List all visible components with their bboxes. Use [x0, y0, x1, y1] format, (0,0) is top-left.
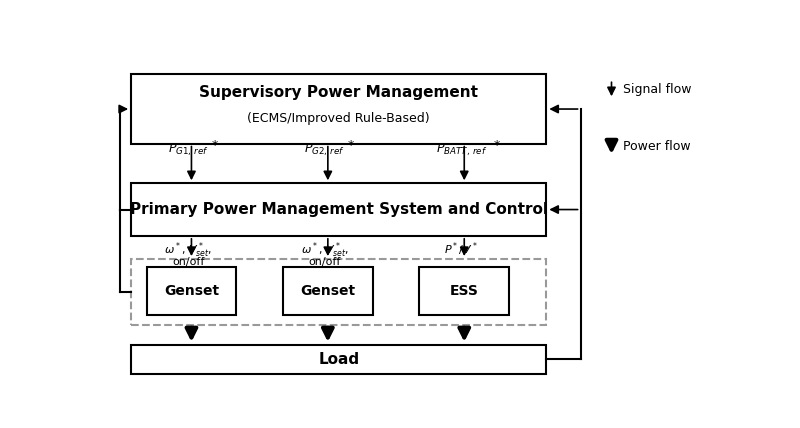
Text: Load: Load: [318, 352, 359, 367]
FancyBboxPatch shape: [131, 183, 546, 236]
Text: $P_{G1,\,ref}$: $P_{G1,\,ref}$: [168, 142, 209, 158]
Text: $P_{BATT,\,ref}$: $P_{BATT,\,ref}$: [435, 142, 486, 158]
Text: Power flow: Power flow: [622, 140, 690, 153]
Text: $\omega^*$, $V_{set}^*$,: $\omega^*$, $V_{set}^*$,: [301, 241, 349, 261]
Text: Genset: Genset: [300, 284, 355, 298]
Text: $*$: $*$: [347, 137, 355, 150]
Text: (ECMS/Improved Rule-Based): (ECMS/Improved Rule-Based): [247, 113, 430, 125]
FancyBboxPatch shape: [283, 267, 373, 315]
Text: $P_{G2,\,ref}$: $P_{G2,\,ref}$: [304, 142, 346, 158]
Text: Primary Power Management System and Control: Primary Power Management System and Cont…: [130, 202, 548, 217]
Text: on/off: on/off: [172, 257, 205, 268]
Text: on/off: on/off: [309, 257, 341, 268]
Text: $P^*/V^*$: $P^*/V^*$: [444, 241, 478, 259]
Text: $*$: $*$: [211, 137, 219, 150]
Text: ESS: ESS: [450, 284, 478, 298]
FancyBboxPatch shape: [131, 345, 546, 374]
FancyBboxPatch shape: [146, 267, 237, 315]
FancyBboxPatch shape: [419, 267, 510, 315]
FancyBboxPatch shape: [131, 74, 546, 144]
Text: Genset: Genset: [164, 284, 219, 298]
Text: $*$: $*$: [493, 137, 501, 150]
Text: $\omega^*$, $V_{set}^*$,: $\omega^*$, $V_{set}^*$,: [164, 241, 213, 261]
FancyBboxPatch shape: [131, 259, 546, 325]
Text: Supervisory Power Management: Supervisory Power Management: [199, 85, 478, 100]
Text: Signal flow: Signal flow: [622, 83, 691, 96]
